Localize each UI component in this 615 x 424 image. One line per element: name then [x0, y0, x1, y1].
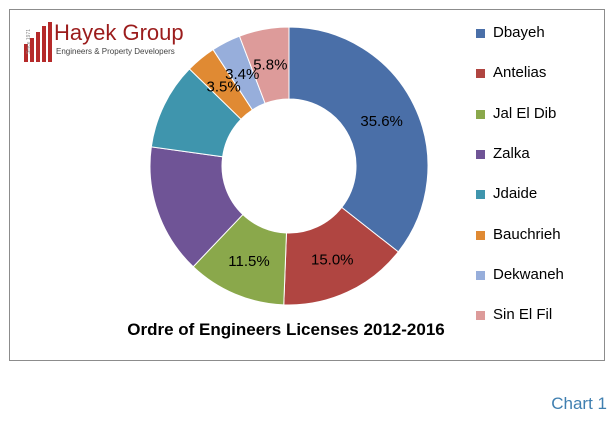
- legend-label: Jal El Dib: [493, 104, 557, 122]
- slice-label-dekwaneh: 3.4%: [225, 66, 259, 83]
- slice-label-jal-el-dib: 11.5%: [228, 253, 269, 270]
- legend-swatch: [476, 29, 485, 38]
- slice-label-dbayeh: 35.6%: [360, 113, 403, 130]
- slice-label-antelias: 15.0%: [311, 251, 354, 268]
- chart-caption: Chart 1: [551, 394, 607, 413]
- logo-name: Hayek Group: [54, 20, 184, 45]
- legend-label: Antelias: [493, 64, 547, 82]
- legend-swatch: [476, 69, 485, 79]
- slice-label-bauchrieh: 3.5%: [206, 78, 240, 95]
- legend-swatch: [476, 190, 485, 200]
- hayek-group-logo: Hayek Group Engineers & Property Develop…: [14, 18, 184, 68]
- legend-swatch: [476, 270, 485, 280]
- legend-label: Zalka: [493, 144, 530, 162]
- legend-swatch: [476, 109, 485, 119]
- logo-bars-icon: [24, 22, 52, 62]
- slice-label-sin-el-fil: 5.8%: [253, 57, 287, 74]
- slice-sin-el-fil: [238, 26, 290, 105]
- legend-label: Dekwaneh: [493, 265, 564, 283]
- logo-tagline: Engineers & Property Developers: [56, 47, 175, 56]
- slice-dbayeh: [288, 26, 429, 253]
- legend-label: Bauchrieh: [493, 225, 561, 243]
- chart-title: Ordre of Engineers Licenses 2012-2016: [127, 320, 445, 339]
- legend-swatch: [476, 230, 485, 240]
- legend-swatch: [476, 149, 485, 159]
- legend-swatch: [476, 311, 485, 321]
- legend-label: Sin El Fil: [493, 306, 553, 324]
- legend-label: Jdaide: [493, 185, 538, 203]
- legend-label: Dbayeh: [493, 24, 545, 41]
